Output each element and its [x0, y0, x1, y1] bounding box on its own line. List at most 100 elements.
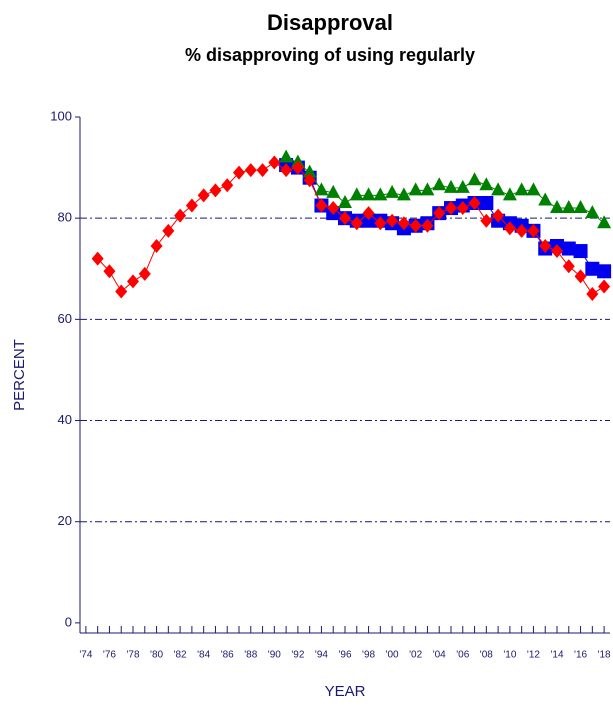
marker: [538, 192, 553, 206]
chart-subtitle: % disapproving of using regularly: [185, 45, 475, 65]
x-tick-label: '88: [244, 650, 257, 661]
marker: [561, 241, 576, 256]
marker: [361, 213, 376, 228]
marker: [244, 163, 257, 178]
marker: [598, 279, 611, 294]
y-tick-label: 20: [58, 513, 72, 528]
x-tick-label: '86: [221, 650, 234, 661]
chart-title: Disapproval: [267, 10, 393, 35]
marker: [374, 216, 387, 231]
marker: [396, 187, 411, 201]
x-tick-label: '94: [315, 650, 328, 661]
x-tick-label: '12: [527, 650, 540, 661]
x-tick-label: '80: [150, 650, 163, 661]
marker: [291, 160, 304, 175]
marker: [221, 178, 234, 193]
marker: [162, 223, 175, 238]
marker: [268, 155, 281, 170]
marker: [597, 264, 612, 279]
x-tick-label: '04: [433, 650, 446, 661]
marker: [444, 179, 458, 193]
marker: [91, 251, 104, 266]
marker: [445, 201, 457, 216]
marker: [573, 244, 588, 259]
marker: [597, 215, 612, 229]
y-tick-label: 0: [65, 614, 72, 629]
x-tick-label: '98: [362, 650, 375, 661]
marker: [515, 223, 528, 238]
x-tick-label: '92: [291, 650, 304, 661]
x-tick-label: '96: [338, 650, 351, 661]
x-tick-label: '74: [79, 650, 92, 661]
marker: [526, 182, 541, 196]
y-tick-label: 40: [58, 412, 72, 427]
x-tick-label: '08: [480, 650, 493, 661]
marker: [585, 261, 600, 276]
x-tick-label: '18: [598, 650, 611, 661]
marker: [233, 165, 245, 180]
marker: [503, 221, 516, 236]
marker: [138, 266, 151, 281]
marker: [303, 173, 316, 188]
marker: [421, 218, 434, 233]
marker: [574, 269, 587, 284]
x-tick-label: '14: [550, 650, 563, 661]
marker: [197, 188, 210, 203]
marker: [408, 182, 423, 196]
marker: [314, 182, 329, 196]
marker: [479, 196, 494, 210]
marker: [150, 239, 163, 253]
marker: [256, 163, 269, 178]
marker: [350, 216, 363, 231]
marker: [315, 198, 328, 213]
marker: [385, 184, 400, 198]
x-tick-label: '00: [386, 650, 399, 661]
marker: [492, 208, 505, 223]
marker: [467, 172, 482, 186]
marker: [561, 200, 576, 214]
marker: [373, 187, 388, 201]
marker: [327, 201, 340, 216]
marker: [491, 182, 506, 196]
marker: [386, 213, 399, 228]
x-axis-label: YEAR: [325, 683, 366, 700]
marker: [480, 213, 493, 228]
marker: [468, 196, 481, 210]
marker: [551, 244, 563, 259]
y-axis-label: PERCENT: [11, 339, 28, 411]
marker: [432, 177, 447, 191]
marker: [362, 206, 375, 221]
marker: [585, 205, 600, 219]
marker: [339, 211, 351, 226]
marker: [456, 201, 469, 216]
marker: [174, 208, 187, 223]
x-tick-label: '10: [503, 650, 516, 661]
marker: [185, 198, 198, 213]
y-tick-label: 80: [58, 210, 72, 225]
marker: [586, 287, 599, 302]
marker: [349, 187, 364, 201]
marker: [127, 274, 139, 289]
marker: [397, 216, 410, 231]
marker: [279, 149, 294, 163]
x-tick-label: '84: [197, 650, 210, 661]
marker: [103, 264, 116, 279]
marker: [550, 200, 564, 214]
marker: [433, 206, 446, 221]
x-tick-label: '90: [268, 650, 281, 661]
x-tick-label: '16: [574, 650, 587, 661]
marker: [420, 182, 435, 196]
marker: [479, 177, 494, 191]
x-tick-label: '82: [174, 650, 187, 661]
marker: [115, 284, 128, 299]
marker: [280, 163, 293, 178]
marker: [338, 195, 352, 208]
marker: [562, 259, 575, 274]
marker: [527, 223, 540, 238]
marker: [514, 182, 529, 196]
marker: [502, 187, 517, 201]
y-tick-label: 100: [50, 108, 72, 123]
marker: [409, 218, 422, 233]
x-tick-label: '02: [409, 650, 422, 661]
